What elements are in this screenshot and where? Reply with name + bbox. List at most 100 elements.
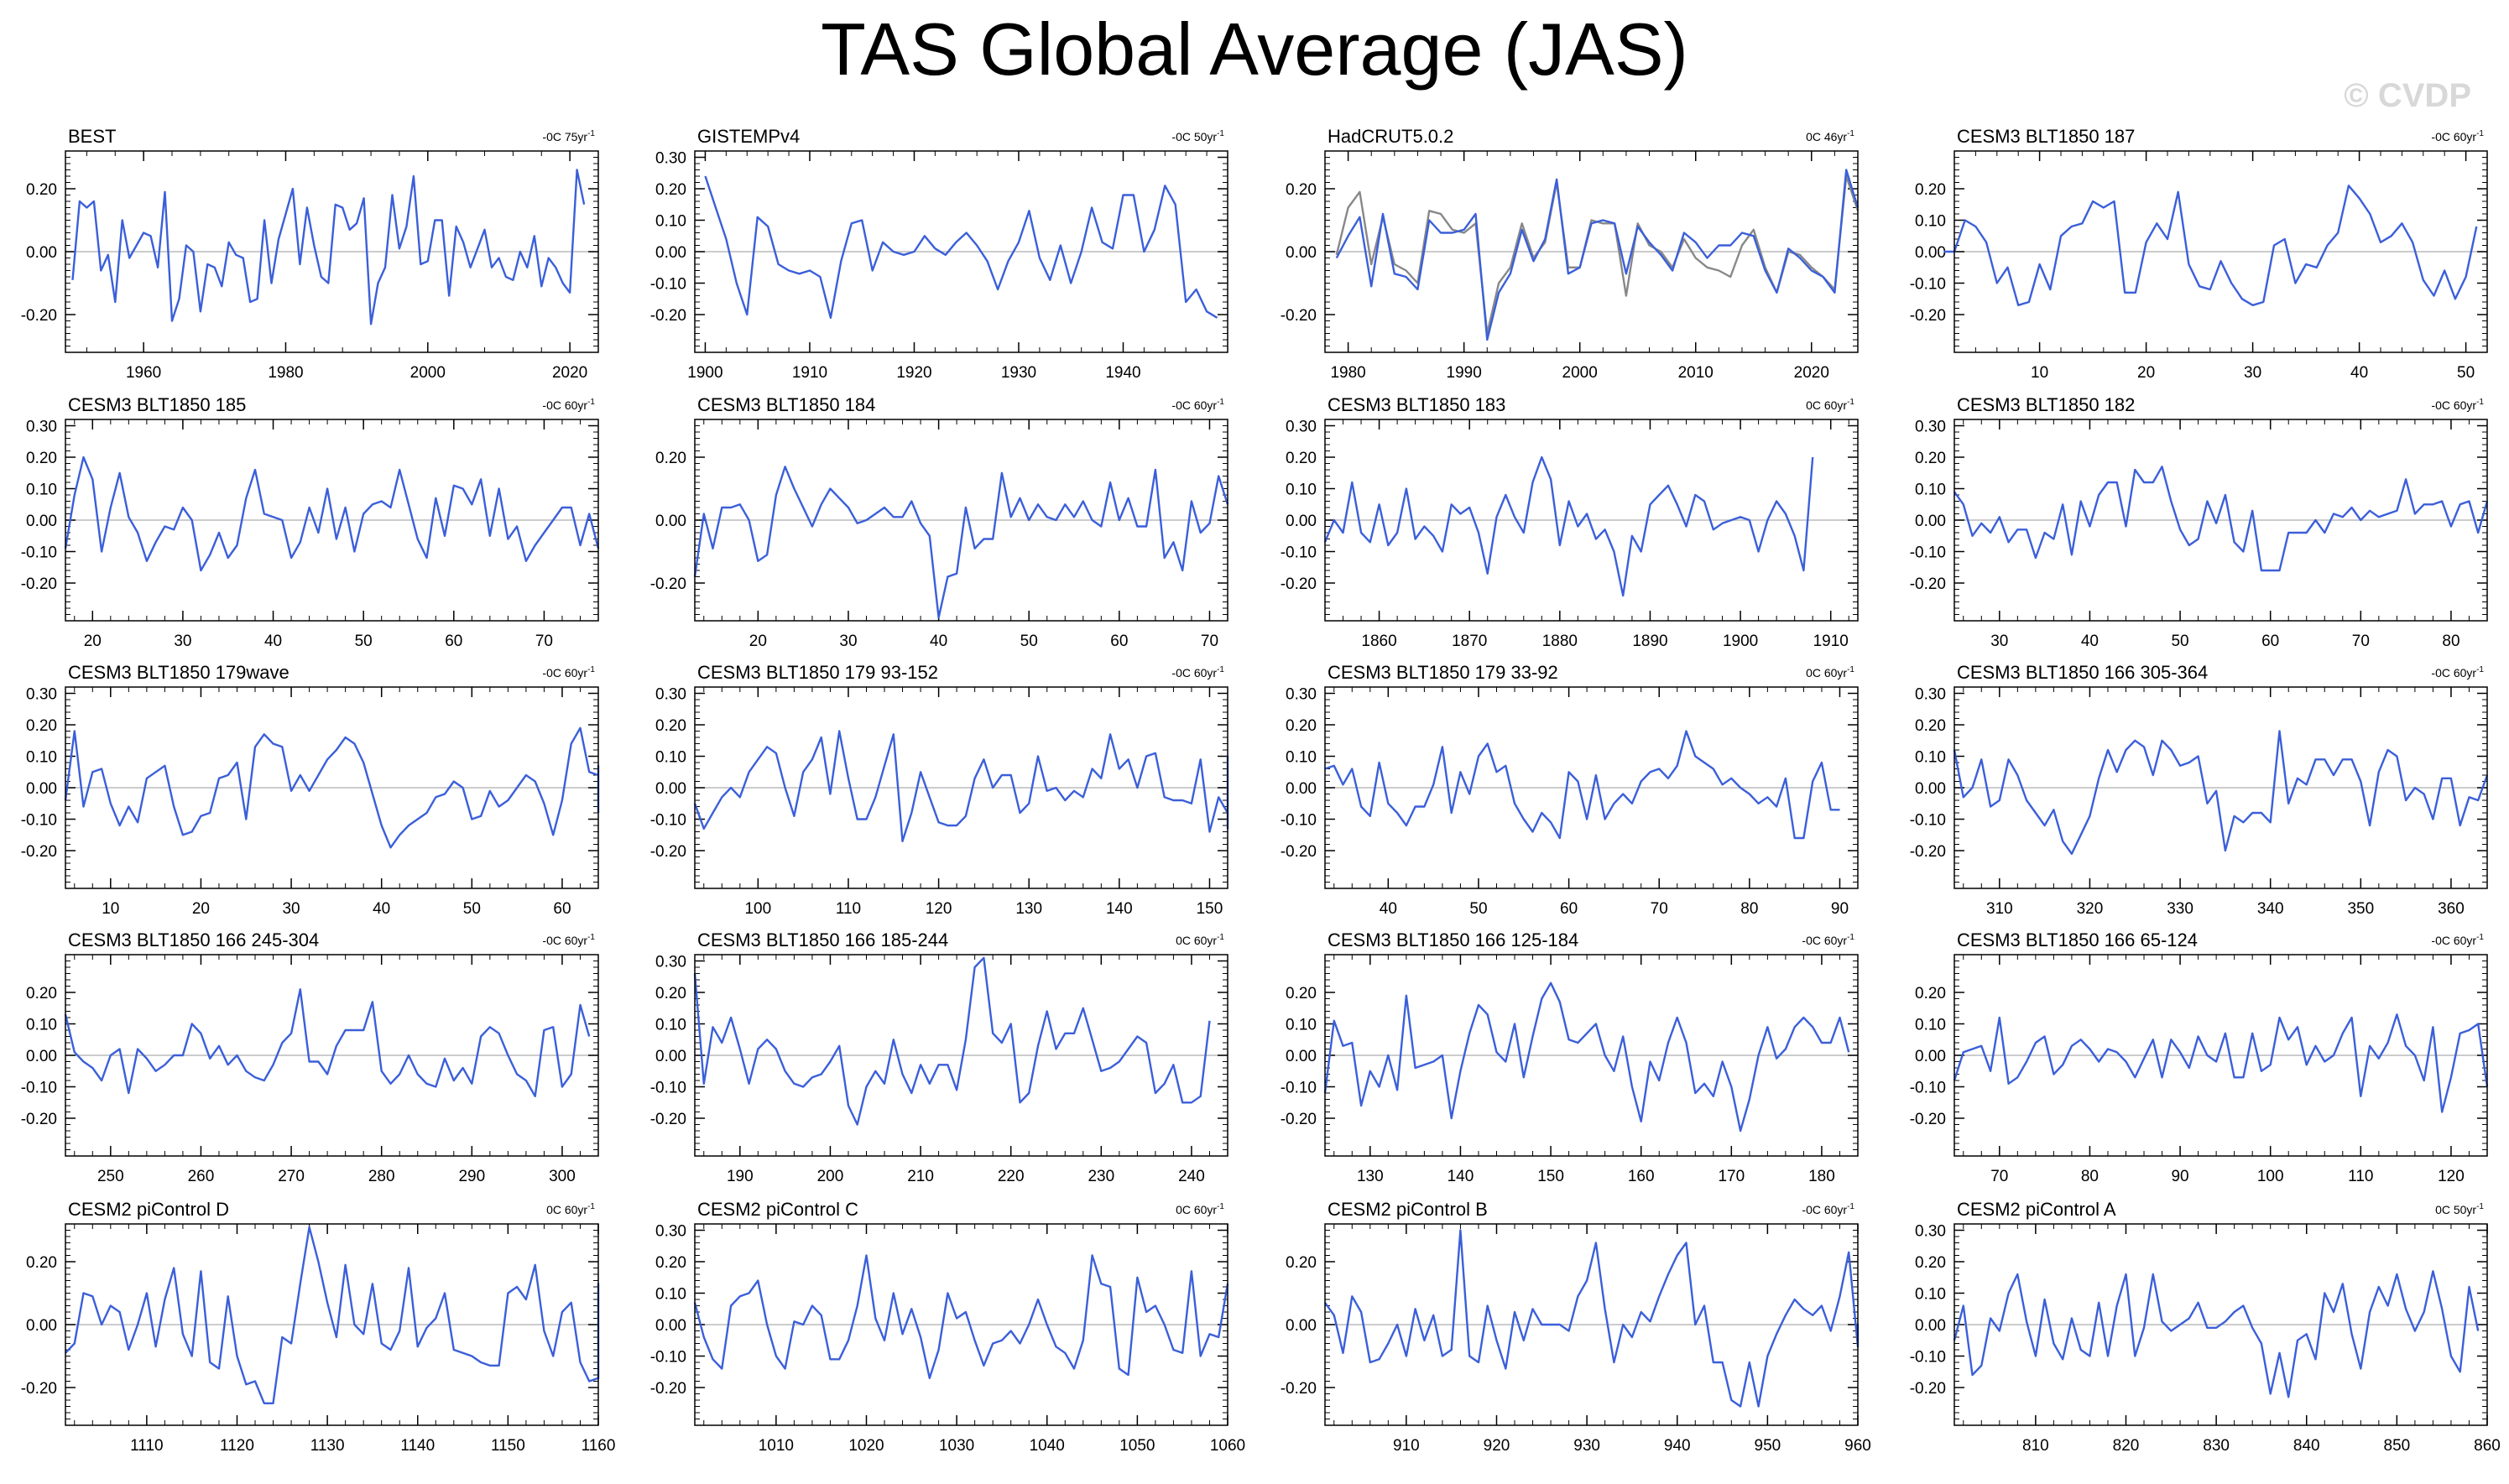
y-tick-label: 0.20 xyxy=(26,1254,57,1272)
x-tick-label: 360 xyxy=(2438,900,2465,918)
chart-panel: CESM2 piControl C 0C 60yr-1 0.30 0.20 0.10 0.… xyxy=(650,1199,1245,1455)
x-tick-label: 1870 xyxy=(1452,633,1487,650)
trend-exponent: -1 xyxy=(1847,665,1854,674)
x-tick-label: 70 xyxy=(1201,633,1218,650)
x-tick-label: 40 xyxy=(2350,364,2368,382)
y-tick-label: -0.10 xyxy=(21,544,57,562)
chart-panel: CESM3 BLT1850 182 -0C 60yr-1 0.30 0.20 0.10 0… xyxy=(1910,394,2489,650)
panel-title: HadCRUT5.0.2 xyxy=(1328,126,1453,147)
plot-frame xyxy=(65,1223,599,1426)
plot-frame xyxy=(1324,1223,1859,1426)
y-tick-label: 0.00 xyxy=(1915,780,1946,798)
trend-exponent: -1 xyxy=(2476,665,2484,674)
x-tick-label: 950 xyxy=(1755,1437,1781,1455)
x-tick-label: 840 xyxy=(2293,1437,2320,1455)
y-tick-label: -0.20 xyxy=(1281,1111,1317,1128)
x-tick-label: 2000 xyxy=(1562,364,1598,382)
x-tick-label: 1890 xyxy=(1632,633,1667,650)
plot-frame xyxy=(65,419,599,622)
x-tick-label: 10 xyxy=(2031,364,2048,382)
y-tick-label: 0.10 xyxy=(26,749,57,767)
panel-title: CESM3 BLT1850 179 93-152 xyxy=(697,662,938,683)
series-line xyxy=(693,956,1211,1126)
y-tick-label: -0.20 xyxy=(650,1111,686,1128)
x-tick-label: 70 xyxy=(2352,633,2370,650)
series-line xyxy=(1324,730,1840,840)
y-tick-label: 0.10 xyxy=(655,213,686,231)
plot-frame xyxy=(1324,954,1859,1157)
x-tick-label: 180 xyxy=(1808,1168,1835,1185)
plot-frame xyxy=(1953,686,2488,889)
y-tick-label: -0.10 xyxy=(1281,812,1317,830)
panel-title: CESM3 BLT1850 179wave xyxy=(68,662,290,683)
y-tick-label: 0.20 xyxy=(1915,1254,1946,1272)
y-tick-label: -0.20 xyxy=(1910,1380,1946,1398)
chart-panel: CESM3 BLT1850 166 305-364 -0C 60yr-1 0.30 0… xyxy=(1910,662,2489,918)
x-tick-label: 240 xyxy=(1178,1168,1205,1185)
y-tick-label: 0.20 xyxy=(655,450,686,467)
x-tick-label: 1150 xyxy=(491,1437,525,1455)
plot-frame xyxy=(65,954,599,1157)
y-tick-label: 0.00 xyxy=(655,780,686,798)
trend-label: -0C 60yr-1 xyxy=(2431,398,2484,412)
series-line xyxy=(1335,169,1860,341)
panel-title: CESM2 piControl C xyxy=(697,1199,858,1220)
trend-label: -0C 60yr-1 xyxy=(1171,398,1224,412)
x-tick-label: 50 xyxy=(2171,633,2188,650)
x-tick-label: 190 xyxy=(727,1168,754,1185)
y-tick-label: 0.00 xyxy=(1915,1048,1946,1065)
y-tick-label: 0.00 xyxy=(1915,1317,1946,1335)
x-tick-label: 250 xyxy=(97,1168,124,1185)
y-tick-label: -0.10 xyxy=(21,812,57,830)
panel-title: CESM3 BLT1850 166 65-124 xyxy=(1957,929,2198,950)
trend-label: -0C 60yr-1 xyxy=(1802,1202,1854,1216)
chart-panel: CESM2 piControl A 0C 50yr-1 0.30 0.20 0.10 0.… xyxy=(1910,1199,2501,1455)
x-tick-label: 260 xyxy=(188,1168,215,1185)
y-tick-label: 0.20 xyxy=(26,717,57,735)
plot-frame xyxy=(694,686,1228,889)
x-tick-label: 10 xyxy=(102,900,119,918)
y-tick-label: 0.30 xyxy=(26,686,57,704)
x-tick-label: 1900 xyxy=(1723,633,1758,650)
x-tick-label: 20 xyxy=(192,900,210,918)
y-tick-label: 0.00 xyxy=(1915,513,1946,530)
x-tick-label: 1990 xyxy=(1447,364,1482,382)
y-tick-label: 0.20 xyxy=(26,181,57,199)
x-tick-label: 1860 xyxy=(1361,633,1396,650)
x-tick-label: 130 xyxy=(1015,900,1042,918)
x-tick-label: 830 xyxy=(2203,1437,2230,1455)
x-tick-label: 820 xyxy=(2113,1437,2140,1455)
x-tick-label: 60 xyxy=(1110,633,1128,650)
y-tick-label: 0.30 xyxy=(26,419,57,436)
trend-exponent: -1 xyxy=(1217,129,1224,138)
x-tick-label: 860 xyxy=(2474,1437,2501,1455)
x-tick-label: 1980 xyxy=(1330,364,1365,382)
x-tick-label: 160 xyxy=(1628,1168,1655,1185)
y-tick-label: 0.10 xyxy=(1286,749,1317,767)
chart-panel: CESM3 BLT1850 183 0C 60yr-1 0.30 0.20 0.10 0.… xyxy=(1281,394,1859,650)
y-tick-label: 0.30 xyxy=(1915,686,1946,704)
x-tick-label: 200 xyxy=(817,1168,844,1185)
x-tick-label: 120 xyxy=(2438,1168,2465,1185)
trend-label: -0C 60yr-1 xyxy=(542,933,595,947)
series-line xyxy=(64,456,600,572)
y-tick-label: 0.20 xyxy=(655,1254,686,1272)
x-tick-label: 1960 xyxy=(126,364,161,382)
x-tick-label: 1010 xyxy=(759,1437,794,1455)
chart-panel: CESM3 BLT1850 185 -0C 60yr-1 0.30 0.20 0.10 0… xyxy=(21,394,600,650)
x-tick-label: 50 xyxy=(1469,900,1487,918)
y-tick-label: 0.00 xyxy=(1286,513,1317,530)
x-tick-label: 850 xyxy=(2384,1437,2411,1455)
trend-exponent: -1 xyxy=(2476,1202,2484,1211)
plot-frame xyxy=(65,150,599,353)
plot-frame xyxy=(694,419,1228,622)
chart-panel: CESM3 BLT1850 166 185-244 0C 60yr-1 0.30 0.… xyxy=(650,929,1228,1185)
y-tick-label: 0.00 xyxy=(26,780,57,798)
x-tick-label: 90 xyxy=(1831,900,1849,918)
x-tick-label: 940 xyxy=(1664,1437,1691,1455)
series-line xyxy=(1323,456,1814,597)
chart-panel: CESM3 BLT1850 179wave -0C 60yr-1 0.30 0.20 0… xyxy=(21,662,600,918)
y-tick-label: -0.10 xyxy=(21,1080,57,1097)
y-tick-label: 0.00 xyxy=(26,1317,57,1335)
chart-panel: CESM3 BLT1850 187 -0C 60yr-1 0.20 0.10 0.00 -… xyxy=(1910,126,2488,382)
